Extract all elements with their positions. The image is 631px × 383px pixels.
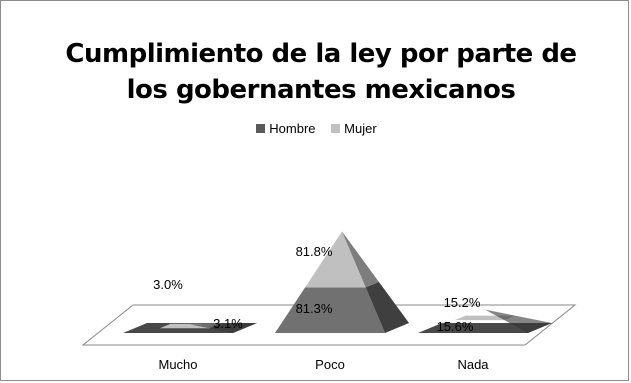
legend-item-mujer: Mujer <box>331 121 377 136</box>
data-label-mujer-poco: 81.8% <box>296 244 333 259</box>
bar-mujer-poco <box>305 231 366 288</box>
legend-label-mujer: Mujer <box>344 121 377 136</box>
bar-hombre-side-mucho <box>190 323 257 333</box>
chart-title-line2: los gobernantes mexicanos <box>126 75 516 105</box>
data-label-hombre-mucho: 3.1% <box>213 316 243 331</box>
chart-title-line1: Cumplimiento de la ley por parte de <box>65 39 577 69</box>
bar-hombre-side-poco <box>365 281 409 333</box>
bar-hombre-side-nada <box>485 309 552 333</box>
data-label-hombre-nada: 15.6% <box>437 319 474 334</box>
legend-swatch-hombre <box>256 124 266 133</box>
data-label-mujer-mucho: 3.0% <box>153 277 183 292</box>
legend-label-hombre: Hombre <box>269 121 316 136</box>
data-label-hombre-poco: 81.3% <box>296 301 333 316</box>
legend-item-hombre: Hombre <box>256 121 316 136</box>
category-label-poco: Poco <box>315 357 345 372</box>
chart-legend: Hombre Mujer <box>1 121 631 136</box>
data-label-mujer-nada: 15.2% <box>444 295 481 310</box>
category-label-nada: Nada <box>457 357 489 372</box>
bar-mujer-side-poco <box>342 231 379 288</box>
legend-swatch-mujer <box>331 124 341 133</box>
category-label-mucho: Mucho <box>158 357 197 372</box>
bar-hombre-poco <box>275 287 385 333</box>
